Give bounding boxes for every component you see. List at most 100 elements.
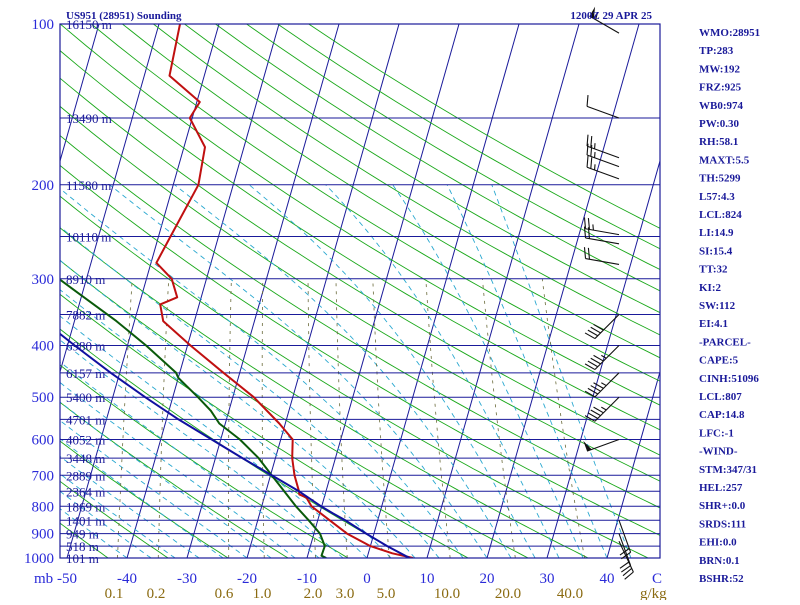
temperature-tick-label: 0 <box>363 571 371 587</box>
height-level-label: 13490 m <box>66 111 112 126</box>
pressure-unit-label: mb <box>34 571 53 587</box>
stability-index-item: TP:283 <box>699 45 734 57</box>
stability-index-item: MW:192 <box>699 63 740 75</box>
temperature-tick-label: -30 <box>177 571 197 587</box>
height-level-label: 6157 m <box>66 366 105 381</box>
isotherm-line <box>427 24 579 558</box>
temperature-tick-label: 10 <box>420 571 435 587</box>
height-level-label: 101 m <box>66 551 99 566</box>
mixing-ratio-tick-label: 10.0 <box>434 586 460 600</box>
stability-index-item: FRZ:925 <box>699 82 742 94</box>
moist-adiabat-line <box>447 185 607 558</box>
pressure-tick-label: 800 <box>32 499 55 515</box>
mixing-ratio-tick-label: 0.1 <box>105 586 124 600</box>
stability-index-item: LI:14.9 <box>699 227 734 239</box>
mixing-ratio-tick-label: 3.0 <box>336 586 355 600</box>
mixing-ratio-line <box>426 279 450 558</box>
pressure-tick-label: 700 <box>32 468 55 484</box>
stability-index-item: BSHR:52 <box>699 573 744 585</box>
height-level-label: 8910 m <box>66 272 105 287</box>
stability-index-item: EI:4.1 <box>699 318 728 330</box>
mixing-ratio-tick-label: 0.6 <box>215 586 234 600</box>
temperature-tick-label: 20 <box>480 571 495 587</box>
height-level-label: 11580 m <box>66 178 111 193</box>
wind-barb <box>587 156 619 179</box>
pressure-tick-label: 300 <box>32 272 55 288</box>
moist-adiabat-line <box>0 185 415 558</box>
stability-indices-panel: WMO:28951 TP:283 MW:192 FRZ:925 WB0:974 PW:0.… <box>699 27 760 585</box>
temperature-tick-label: -20 <box>237 571 257 587</box>
wind-barb <box>587 144 619 167</box>
dry-adiabat-line <box>0 24 708 558</box>
height-level-label: 3448 m <box>66 451 105 466</box>
isotherm-line <box>547 24 699 558</box>
mixing-ratio-tick-label: 20.0 <box>495 586 521 600</box>
pressure-tick-label: 1000 <box>24 551 54 567</box>
height-level-label: 2889 m <box>66 468 105 483</box>
temperature-tick-label: 40 <box>600 571 615 587</box>
mixing-ratio-line <box>373 279 390 558</box>
temperature-tick-label: -10 <box>297 571 317 587</box>
pressure-tick-label: 600 <box>32 433 55 449</box>
stability-index-item: KI:2 <box>699 282 722 294</box>
height-level-label: 6980 m <box>66 339 105 354</box>
stability-index-item: CAPE:5 <box>699 355 739 367</box>
stability-index-item: WB0:974 <box>699 100 744 112</box>
sounding-time: 1200Z 29 APR 25 <box>570 10 652 22</box>
stability-index-item: -WIND- <box>699 446 738 458</box>
height-level-label: 1869 m <box>66 499 105 514</box>
stability-index-item: SI:15.4 <box>699 245 733 257</box>
stability-index-item: L57:4.3 <box>699 191 735 203</box>
stability-index-item: LCL:824 <box>699 209 742 221</box>
mixing-ratio-tick-label: 0.2 <box>147 586 166 600</box>
stability-index-item: LCL:807 <box>699 391 742 403</box>
stability-index-item: RH:58.1 <box>699 136 738 148</box>
isotherm-line <box>247 24 399 558</box>
moist-adiabat-line <box>492 185 631 558</box>
height-level-label: 2364 m <box>66 484 105 499</box>
mixing-ratio-tick-label: 40.0 <box>557 586 583 600</box>
background-lines <box>0 24 800 558</box>
isotherm-line <box>127 24 279 558</box>
stability-index-item: CAP:14.8 <box>699 409 745 421</box>
mixing-ratio-tick-label: 2.0 <box>304 586 323 600</box>
moist-adiabat-line <box>393 185 583 558</box>
station-title: US951 (28951) Sounding <box>66 10 182 22</box>
wind-barb <box>584 247 619 264</box>
stability-index-item: PW:0.30 <box>699 118 740 130</box>
stability-index-item: TT:32 <box>699 264 728 276</box>
stability-index-item: TH:5299 <box>699 173 741 185</box>
stability-index-item: EHI:0.0 <box>699 537 737 549</box>
pressure-tick-label: 500 <box>32 390 55 406</box>
height-level-label: 5400 m <box>66 390 105 405</box>
wind-barb <box>587 95 619 118</box>
stability-index-item: SHR+:0.0 <box>699 500 746 512</box>
pressure-tick-label: 400 <box>32 339 55 355</box>
stability-index-item: MAXT:5.5 <box>699 154 750 166</box>
mixing-ratio-line <box>118 279 133 558</box>
temperature-tick-label: 30 <box>540 571 555 587</box>
height-level-label: 7882 m <box>66 308 105 323</box>
mixing-ratio-tick-label: 1.0 <box>253 586 272 600</box>
height-level-label: 10110 m <box>66 229 111 244</box>
mixing-ratio-unit-label: g/kg <box>640 586 667 600</box>
mixing-ratio-line <box>262 279 264 558</box>
wind-barb <box>584 217 619 234</box>
temperature-tick-label: -40 <box>117 571 137 587</box>
stability-index-item: WMO:28951 <box>699 27 760 39</box>
dry-adiabat-line <box>29 24 800 558</box>
stability-index-item: SW:112 <box>699 300 736 312</box>
temperature-tick-label: -50 <box>57 571 77 587</box>
dry-adiabat-line <box>60 24 800 558</box>
stability-index-item: LFC:-1 <box>699 427 734 439</box>
height-level-label: 4052 m <box>66 433 105 448</box>
stability-index-item: -PARCEL- <box>699 336 751 348</box>
moist-adiabat-line <box>175 185 511 558</box>
stability-index-item: CINH:51096 <box>699 373 759 385</box>
stability-index-item: HEL:257 <box>699 482 743 494</box>
pressure-tick-label: 100 <box>32 17 55 33</box>
stability-index-item: STM:347/31 <box>699 464 757 476</box>
pressure-tick-label: 200 <box>32 178 55 194</box>
height-level-label: 4701 m <box>66 412 105 427</box>
